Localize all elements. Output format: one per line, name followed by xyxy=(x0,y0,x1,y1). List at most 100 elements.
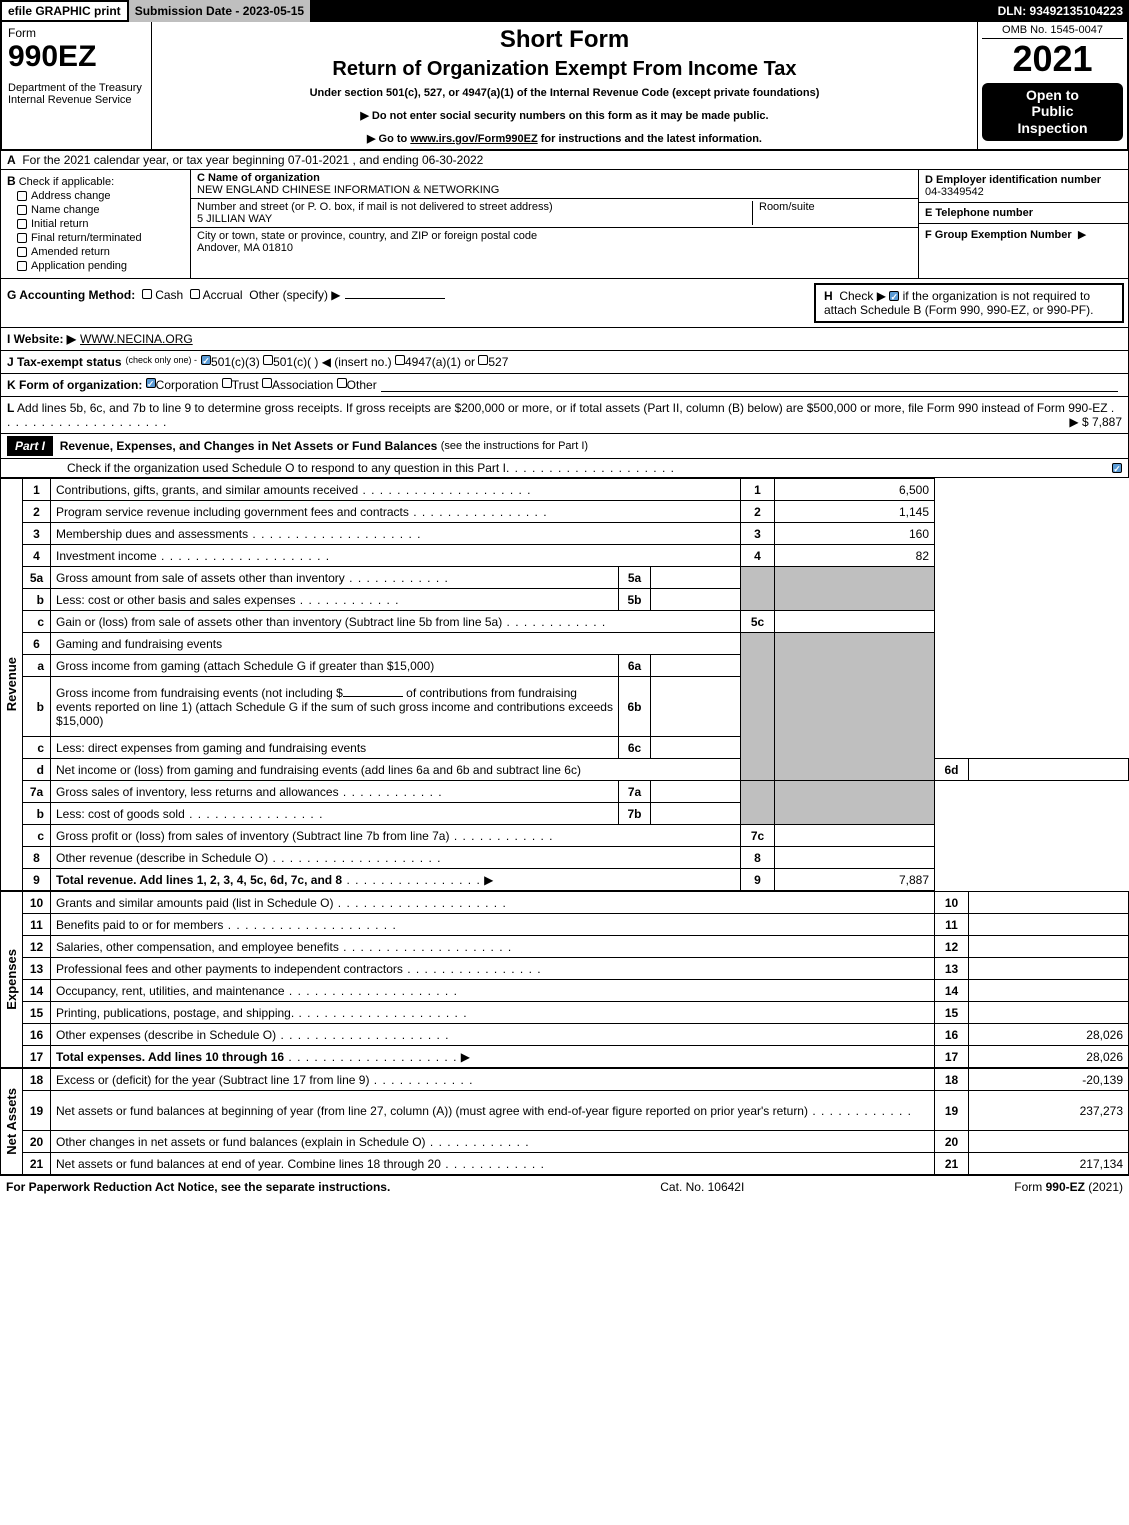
org-name: NEW ENGLAND CHINESE INFORMATION & NETWOR… xyxy=(197,184,912,196)
revenue-label: Revenue xyxy=(4,657,19,711)
l9-desc: Total revenue. Add lines 1, 2, 3, 4, 5c,… xyxy=(56,873,342,887)
l13-desc: Professional fees and other payments to … xyxy=(56,962,403,976)
line-11: 11Benefits paid to or for members11 xyxy=(23,914,1129,936)
subtitle: Under section 501(c), 527, or 4947(a)(1)… xyxy=(162,87,967,99)
line-21: 21Net assets or fund balances at end of … xyxy=(23,1153,1129,1175)
f-lbl: F Group Exemption Number xyxy=(925,229,1072,241)
cb-trust[interactable] xyxy=(222,378,232,388)
cb-4947[interactable] xyxy=(395,355,405,365)
l10-desc: Grants and similar amounts paid (list in… xyxy=(56,896,333,910)
expenses-table: 10Grants and similar amounts paid (list … xyxy=(22,891,1129,1068)
website-link[interactable]: WWW.NECINA.ORG xyxy=(80,332,193,346)
revenue-table: 1Contributions, gifts, grants, and simil… xyxy=(22,478,1129,891)
cb-address-change[interactable] xyxy=(17,191,27,201)
omb-number: OMB No. 1545-0047 xyxy=(982,24,1123,39)
section-i: I Website: ▶ WWW.NECINA.ORG xyxy=(0,328,1129,351)
l6a-mini[interactable] xyxy=(651,655,741,677)
section-a-text: For the 2021 calendar year, or tax year … xyxy=(22,153,483,167)
cb-accrual[interactable] xyxy=(190,289,200,299)
expenses-section: Expenses 10Grants and similar amounts pa… xyxy=(0,891,1129,1068)
l5a-mini[interactable] xyxy=(651,567,741,589)
line-6d: dNet income or (loss) from gaming and fu… xyxy=(23,759,1129,781)
part-i-header: Part I Revenue, Expenses, and Changes in… xyxy=(0,434,1129,459)
l6-desc: Gaming and fundraising events xyxy=(56,637,222,651)
l4-val: 82 xyxy=(775,545,935,567)
cb-501c3[interactable] xyxy=(201,355,211,365)
part-i-note: (see the instructions for Part I) xyxy=(441,440,588,452)
line-17: 17Total expenses. Add lines 10 through 1… xyxy=(23,1046,1129,1068)
j-lbl: J Tax-exempt status xyxy=(7,355,122,369)
l12-desc: Salaries, other compensation, and employ… xyxy=(56,940,339,954)
l3-desc: Membership dues and assessments xyxy=(56,527,248,541)
l6c-mini[interactable] xyxy=(651,737,741,759)
efile-label[interactable]: efile GRAPHIC print xyxy=(0,0,129,22)
l5c-val xyxy=(775,611,935,633)
cb-initial-return[interactable] xyxy=(17,219,27,229)
page-footer: For Paperwork Reduction Act Notice, see … xyxy=(0,1175,1129,1198)
opt-501c: 501(c)( ) ◀ (insert no.) xyxy=(273,355,392,369)
section-h: H Check ▶ if the organization is not req… xyxy=(814,283,1124,323)
l5b-desc: Less: cost or other basis and sales expe… xyxy=(56,593,295,607)
opt-accrual: Accrual xyxy=(203,288,243,302)
line-19: 19Net assets or fund balances at beginni… xyxy=(23,1091,1129,1131)
l9-val: 7,887 xyxy=(775,869,935,891)
title-return: Return of Organization Exempt From Incom… xyxy=(162,58,967,81)
l-lbl: L xyxy=(7,401,14,415)
l-val: ▶ $ 7,887 xyxy=(1069,415,1122,429)
opt-final-return: Final return/terminated xyxy=(31,232,142,244)
i-lbl: I Website: ▶ xyxy=(7,332,76,346)
section-h-wrap: H Check ▶ if the organization is not req… xyxy=(798,279,1128,327)
cb-application-pending[interactable] xyxy=(17,261,27,271)
l18-desc: Excess or (deficit) for the year (Subtra… xyxy=(56,1073,369,1087)
section-c: C Name of organization NEW ENGLAND CHINE… xyxy=(191,170,918,278)
line-12: 12Salaries, other compensation, and empl… xyxy=(23,936,1129,958)
part-i-tag: Part I xyxy=(7,436,53,456)
l19-desc: Net assets or fund balances at beginning… xyxy=(56,1104,808,1118)
l19-val: 237,273 xyxy=(969,1091,1129,1131)
line-7c: cGross profit or (loss) from sales of in… xyxy=(23,825,1129,847)
opt-amended-return: Amended return xyxy=(31,246,110,258)
net-assets-label: Net Assets xyxy=(4,1088,19,1155)
cb-name-change[interactable] xyxy=(17,205,27,215)
tax-year: 2021 xyxy=(982,39,1123,79)
line-1: 1Contributions, gifts, grants, and simil… xyxy=(23,479,1129,501)
g-lbl: G Accounting Method: xyxy=(7,288,135,302)
l18-val: -20,139 xyxy=(969,1069,1129,1091)
open-line2: Public xyxy=(988,103,1117,120)
l17-val: 28,026 xyxy=(969,1046,1129,1068)
l5b-mini[interactable] xyxy=(651,589,741,611)
c-name-lbl: C Name of organization xyxy=(197,172,912,184)
line-5b: bLess: cost or other basis and sales exp… xyxy=(23,589,1129,611)
l20-val xyxy=(969,1131,1129,1153)
opt-trust: Trust xyxy=(232,378,259,392)
irs-link[interactable]: www.irs.gov/Form990EZ xyxy=(410,133,537,145)
l6b-mini[interactable] xyxy=(651,677,741,737)
cb-association[interactable] xyxy=(262,378,272,388)
section-b-hdr: Check if applicable: xyxy=(19,176,114,188)
line-4: 4Investment income482 xyxy=(23,545,1129,567)
l21-val: 217,134 xyxy=(969,1153,1129,1175)
cb-final-return[interactable] xyxy=(17,233,27,243)
g-other-line[interactable] xyxy=(345,285,445,299)
cb-schedule-b[interactable] xyxy=(889,291,899,301)
submission-date: Submission Date - 2023-05-15 xyxy=(129,0,310,22)
cb-501c[interactable] xyxy=(263,355,273,365)
footer-right-b: 990-EZ xyxy=(1046,1180,1085,1194)
org-city: Andover, MA 01810 xyxy=(197,242,912,254)
l14-desc: Occupancy, rent, utilities, and maintena… xyxy=(56,984,285,998)
top-bar: efile GRAPHIC print Submission Date - 20… xyxy=(0,0,1129,22)
l-text: Add lines 5b, 6c, and 7b to line 9 to de… xyxy=(17,401,1108,415)
k-other-line[interactable] xyxy=(381,378,1118,392)
cb-amended-return[interactable] xyxy=(17,247,27,257)
l7a-mini[interactable] xyxy=(651,781,741,803)
cb-527[interactable] xyxy=(478,355,488,365)
cb-part-i-schedule-o[interactable] xyxy=(1112,463,1122,473)
section-j: J Tax-exempt status (check only one) - 5… xyxy=(0,351,1129,374)
l1-desc: Contributions, gifts, grants, and simila… xyxy=(56,483,358,497)
cb-corporation[interactable] xyxy=(146,378,156,388)
opt-initial-return: Initial return xyxy=(31,218,88,230)
cb-other[interactable] xyxy=(337,378,347,388)
cb-cash[interactable] xyxy=(142,289,152,299)
l7b-mini[interactable] xyxy=(651,803,741,825)
c-city-lbl: City or town, state or province, country… xyxy=(197,230,912,242)
